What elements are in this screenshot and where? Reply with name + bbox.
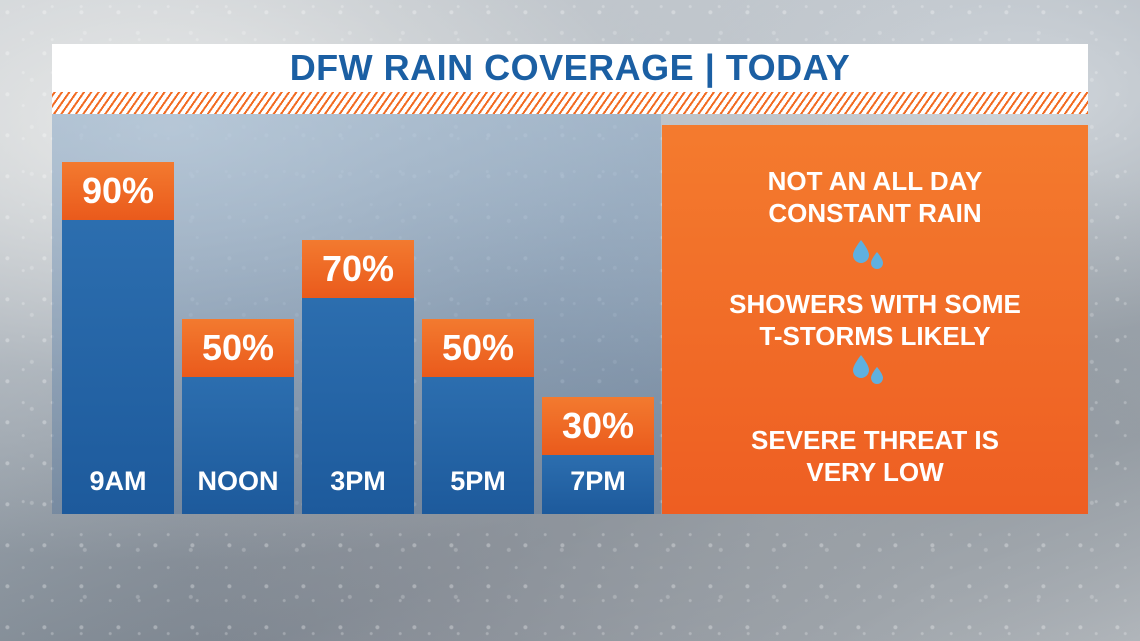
bar-noon	[182, 376, 294, 514]
bar-value-label: 50%	[182, 318, 294, 377]
bar-value-label: 50%	[422, 318, 534, 377]
bar-3pm	[302, 298, 414, 514]
category-label: 7PM	[570, 466, 626, 496]
raindrops-icon	[853, 355, 883, 384]
bar-9am	[62, 220, 174, 514]
info-line-showers: SHOWERS WITH SOME T-STORMS LIKELY	[729, 289, 1021, 351]
category-label: 3PM	[330, 466, 386, 496]
raindrops-icon	[853, 240, 883, 269]
bar-5pm	[422, 376, 534, 514]
chart-title: DFW RAIN COVERAGE | TODAY	[289, 47, 851, 88]
category-label: 5PM	[450, 466, 506, 496]
info-line-all-day: NOT AN ALL DAY CONSTANT RAIN	[767, 166, 983, 228]
info-line-severe: SEVERE THREAT IS VERY LOW	[750, 425, 999, 487]
category-label: NOON	[197, 466, 279, 496]
title-banner: DFW RAIN COVERAGE | TODAY	[52, 44, 1088, 92]
bar-value-label: 30%	[542, 396, 654, 455]
bar-chart-panel: 90% 9AM 50% NOON 70% 3PM 50% 5PM 30% 7PM	[52, 114, 661, 514]
category-label: 9AM	[89, 466, 147, 496]
decorative-stripe	[52, 92, 1088, 114]
bar-value-label: 90%	[62, 162, 174, 221]
bar-7pm	[542, 454, 654, 514]
bar-value-label: 70%	[302, 240, 414, 299]
info-panel: NOT AN ALL DAY CONSTANT RAIN SHOWERS WIT…	[662, 125, 1088, 514]
